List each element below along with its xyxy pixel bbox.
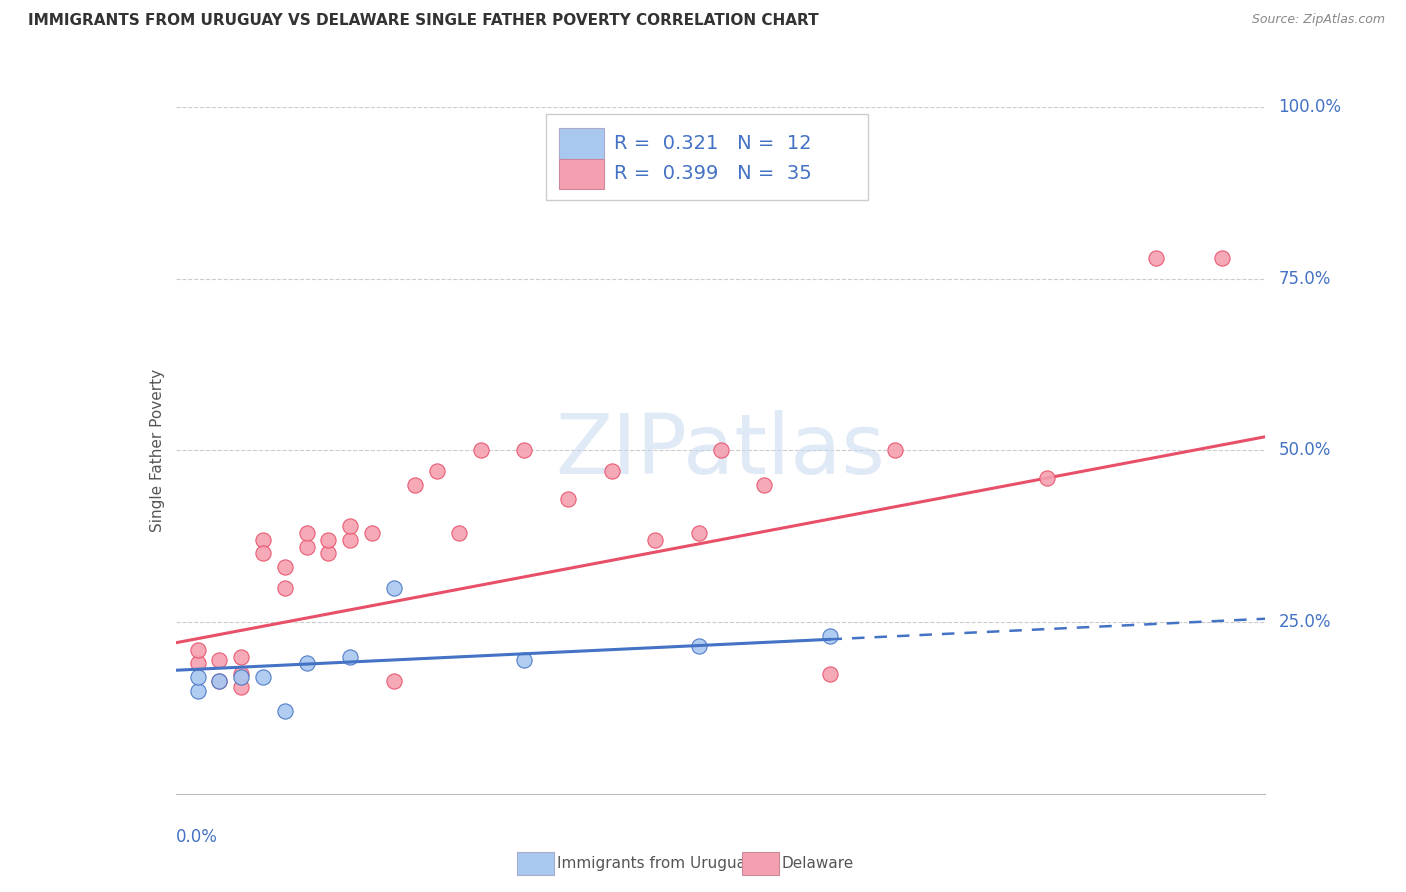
Point [318, 546, 340, 561]
Point [252, 670, 274, 684]
Point [339, 519, 361, 533]
Point [295, 540, 318, 554]
Point [557, 491, 579, 506]
Point [513, 653, 536, 667]
Point [252, 546, 274, 561]
Point [274, 705, 297, 719]
Point [231, 681, 253, 695]
Point [600, 464, 623, 478]
Point [252, 533, 274, 547]
Point [295, 525, 318, 540]
Point [447, 525, 470, 540]
Point [688, 525, 710, 540]
Point [208, 673, 231, 688]
Text: ZIPatlas: ZIPatlas [555, 410, 886, 491]
Text: Source: ZipAtlas.com: Source: ZipAtlas.com [1251, 13, 1385, 27]
Point [231, 670, 253, 684]
Point [360, 525, 382, 540]
Text: R =  0.321   N =  12: R = 0.321 N = 12 [614, 134, 811, 153]
Point [231, 649, 253, 664]
Text: 100.0%: 100.0% [1278, 98, 1341, 116]
Point [1144, 251, 1167, 265]
Point [339, 533, 361, 547]
Point [710, 443, 733, 458]
Point [208, 653, 231, 667]
Text: 75.0%: 75.0% [1278, 269, 1331, 288]
FancyBboxPatch shape [546, 114, 868, 200]
Text: Immigrants from Uruguay: Immigrants from Uruguay [557, 856, 755, 871]
Point [231, 666, 253, 681]
Point [1211, 251, 1233, 265]
Point [186, 683, 209, 698]
Text: 50.0%: 50.0% [1278, 442, 1331, 459]
Text: Delaware: Delaware [782, 856, 853, 871]
Point [818, 666, 841, 681]
Point [754, 478, 776, 492]
Y-axis label: Single Father Poverty: Single Father Poverty [149, 369, 165, 532]
Point [208, 673, 231, 688]
Text: 25.0%: 25.0% [1278, 613, 1331, 632]
Point [382, 581, 405, 595]
Point [186, 657, 209, 671]
Point [426, 464, 449, 478]
Point [186, 642, 209, 657]
Text: IMMIGRANTS FROM URUGUAY VS DELAWARE SINGLE FATHER POVERTY CORRELATION CHART: IMMIGRANTS FROM URUGUAY VS DELAWARE SING… [28, 13, 818, 29]
Point [818, 629, 841, 643]
Point [1036, 471, 1059, 485]
Point [274, 560, 297, 574]
Point [318, 533, 340, 547]
Point [295, 657, 318, 671]
Point [688, 639, 710, 653]
Point [339, 649, 361, 664]
Point [405, 478, 427, 492]
Point [513, 443, 536, 458]
Point [884, 443, 907, 458]
Point [186, 670, 209, 684]
Point [470, 443, 492, 458]
Point [382, 673, 405, 688]
Text: 0.0%: 0.0% [176, 828, 218, 847]
FancyBboxPatch shape [560, 128, 605, 159]
Point [274, 581, 297, 595]
FancyBboxPatch shape [560, 159, 605, 189]
Text: R =  0.399   N =  35: R = 0.399 N = 35 [614, 164, 811, 183]
Point [644, 533, 666, 547]
